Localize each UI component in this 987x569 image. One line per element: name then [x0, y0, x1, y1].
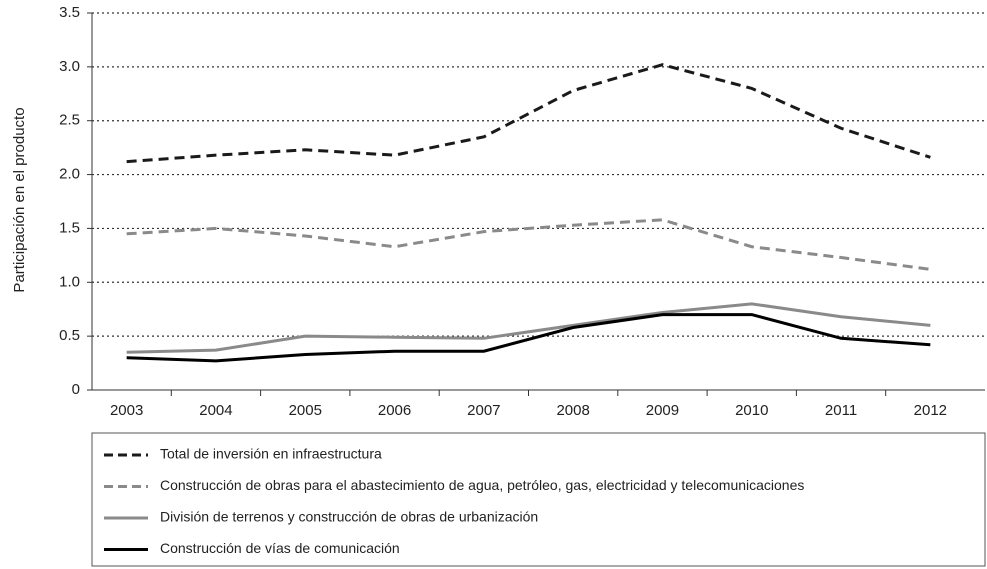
x-tick-label: 2007 [467, 402, 500, 419]
y-tick-label: 1.0 [59, 273, 80, 290]
x-tick-label: 2006 [378, 402, 411, 419]
legend-label: División de terrenos y construcción de o… [160, 509, 538, 525]
y-tick-label: 0 [72, 381, 80, 398]
y-tick-label: 1.5 [59, 219, 80, 236]
y-axis-label: Participación en el producto [11, 107, 28, 292]
legend-label: Construcción de obras para el abastecimi… [160, 477, 804, 493]
legend-box [91, 432, 986, 567]
x-tick-label: 2005 [289, 402, 322, 419]
x-tick-label: 2004 [199, 402, 232, 419]
x-tick-label: 2008 [556, 402, 589, 419]
x-tick-label: 2011 [825, 402, 857, 419]
y-tick-label: 2.5 [59, 112, 80, 129]
y-tick-label: 3.5 [59, 4, 80, 21]
x-tick-label: 2009 [646, 402, 679, 419]
x-tick-label: 2010 [735, 402, 768, 419]
legend-label: Total de inversión en infraestructura [160, 446, 382, 462]
line [126, 63, 931, 164]
line [126, 302, 931, 354]
x-tick-label: 2012 [914, 402, 947, 419]
legend-label: Construcción de vías de comunicación [160, 540, 400, 556]
y-tick-label: 2.0 [59, 166, 80, 183]
y-tick-label: 0.5 [59, 327, 80, 344]
line [126, 218, 931, 271]
x-tick-label: 2003 [110, 402, 143, 419]
line [126, 313, 931, 363]
y-tick-label: 3.0 [59, 58, 80, 75]
